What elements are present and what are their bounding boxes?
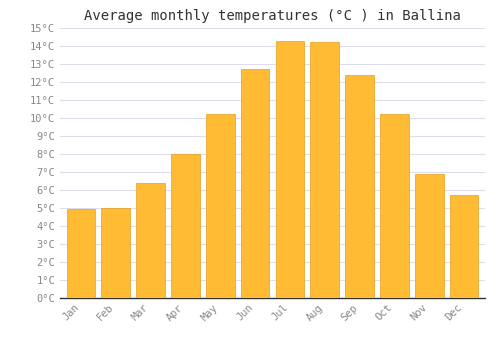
Title: Average monthly temperatures (°C ) in Ballina: Average monthly temperatures (°C ) in Ba… bbox=[84, 9, 461, 23]
Bar bbox=[66, 209, 95, 298]
Bar bbox=[241, 69, 270, 297]
Bar bbox=[102, 208, 130, 298]
Bar bbox=[171, 154, 200, 298]
Bar bbox=[380, 114, 408, 298]
Bar bbox=[415, 174, 444, 298]
Bar bbox=[136, 182, 165, 298]
Bar bbox=[276, 41, 304, 298]
Bar bbox=[206, 114, 234, 298]
Bar bbox=[310, 42, 339, 298]
Bar bbox=[346, 75, 374, 298]
Bar bbox=[450, 195, 478, 298]
